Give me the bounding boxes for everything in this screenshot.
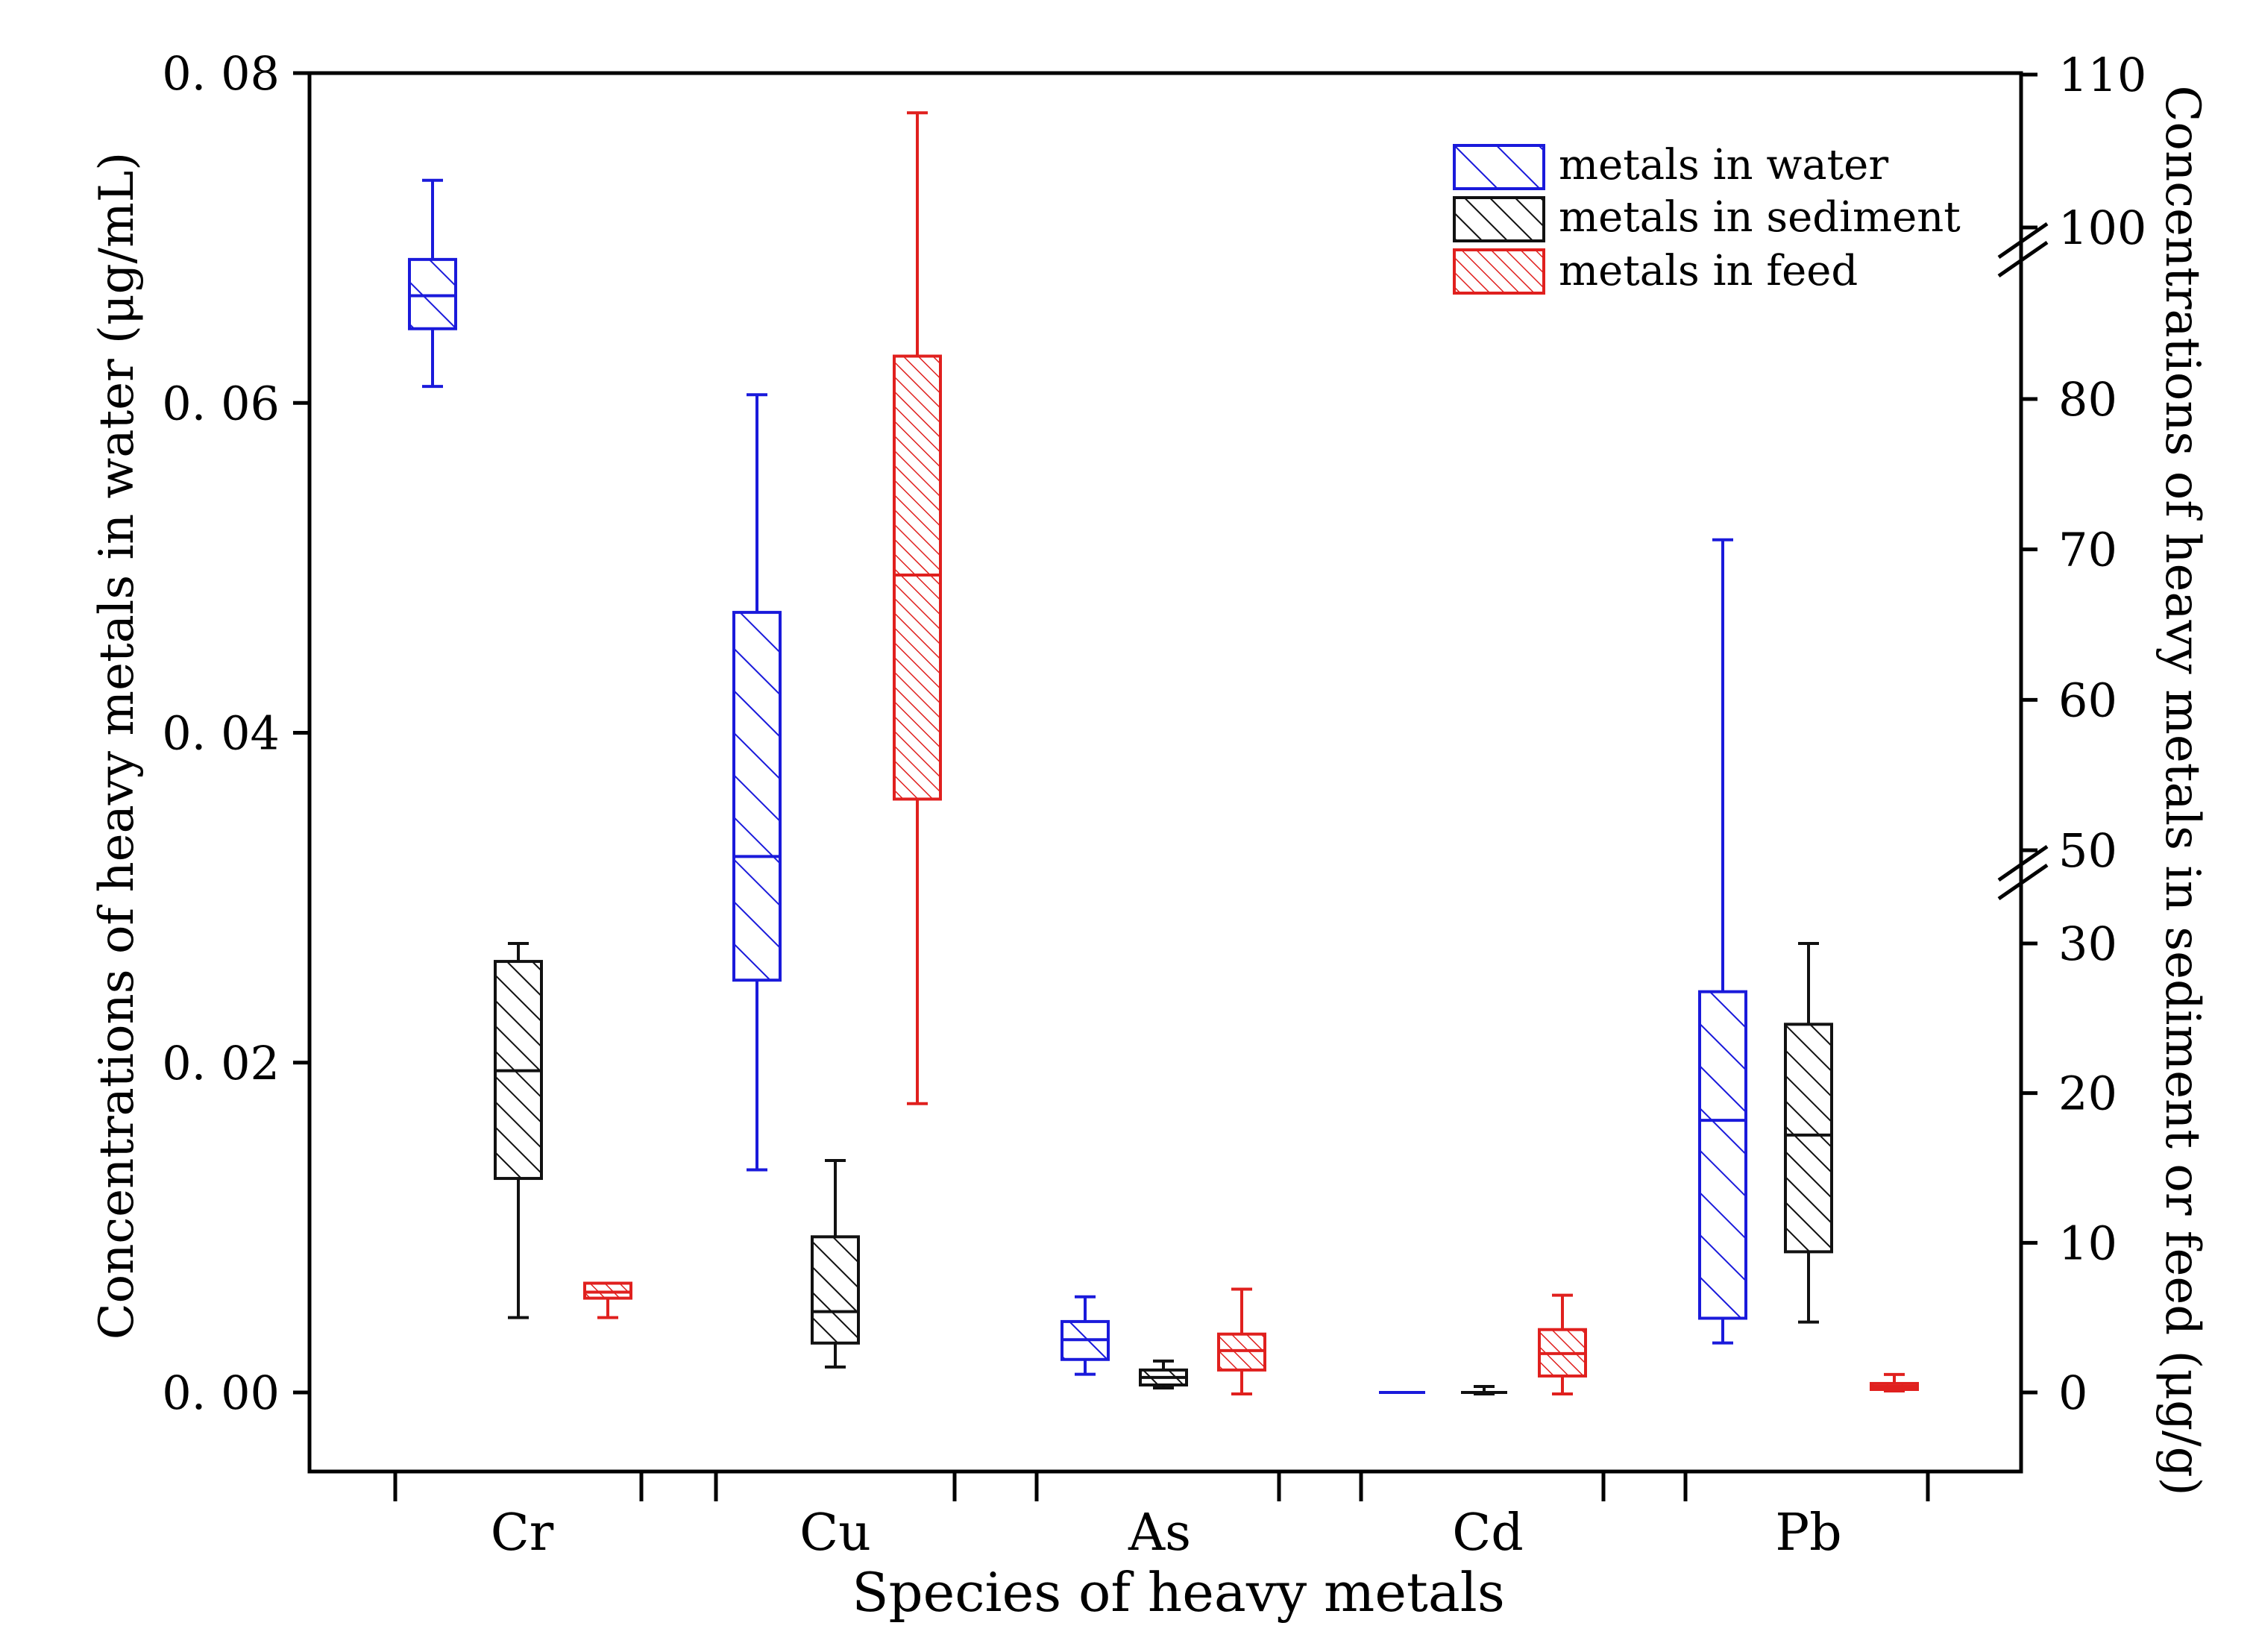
- box-sediment-cu: [811, 1158, 860, 1369]
- box-sediment-pb: [1784, 942, 1833, 1324]
- legend-swatch-water: [1453, 144, 1545, 190]
- y-right-tick-label: 20: [2058, 1067, 2117, 1121]
- legend-label-water: metals in water: [1559, 141, 1888, 189]
- y-right-tick-label: 10: [2058, 1216, 2117, 1270]
- box-water-cu: [732, 393, 782, 1172]
- box-water-cr: [408, 178, 457, 389]
- y-left-tick-label: 0. 06: [162, 376, 280, 430]
- y-right-tick-label: 70: [2058, 523, 2117, 577]
- x-axis-label: Species of heavy metals: [852, 1561, 1505, 1624]
- legend-label-feed: metals in feed: [1559, 247, 1858, 295]
- x-tick-label-pb: Pb: [1775, 1504, 1841, 1563]
- box-iqr: [732, 611, 782, 982]
- axis-break-marks: [1997, 222, 2049, 901]
- y-right-tick-label: 0: [2058, 1366, 2087, 1420]
- box-feed-pb: [1870, 1372, 1919, 1392]
- plot-frame: [307, 71, 2023, 1474]
- box-iqr: [1698, 990, 1747, 1320]
- box-sediment-cr: [494, 942, 543, 1319]
- box-feed-as: [1217, 1287, 1266, 1396]
- legend-label-sediment: metals in sediment: [1559, 193, 1961, 242]
- y-axis-left-label: Concentrations of heavy metals in water …: [89, 152, 145, 1340]
- box-series: [408, 111, 1919, 1396]
- y-right-tick-label: 110: [2058, 48, 2146, 102]
- box-sediment-as: [1139, 1359, 1188, 1389]
- x-tick-label-cu: Cu: [799, 1504, 871, 1563]
- y-right-tick-label: 30: [2058, 917, 2117, 971]
- y-left-tick-label: 0. 04: [162, 706, 280, 761]
- box-iqr: [1217, 1332, 1266, 1372]
- y-left-tick-label: 0. 00: [162, 1366, 280, 1420]
- box-iqr: [583, 1281, 632, 1300]
- box-iqr: [811, 1235, 860, 1345]
- box-feed-cu: [893, 111, 942, 1105]
- x-tick-label-cr: Cr: [491, 1504, 554, 1563]
- box-feed-cr: [583, 1281, 632, 1319]
- box-water-pb: [1698, 538, 1747, 1345]
- box-iqr: [408, 257, 457, 330]
- legend: metals in water metals in sediment metal…: [1453, 141, 1961, 295]
- y-axis-right-ticks: 0 10 20 30 50 60 70 80 100 110: [2021, 48, 2146, 1420]
- y-axis-left-ticks: 0. 00 0. 02 0. 04 0. 06 0. 08: [162, 46, 310, 1420]
- box-sediment-cd: [1461, 1384, 1507, 1396]
- y-left-tick-label: 0. 08: [162, 46, 280, 101]
- box-iqr: [1784, 1023, 1833, 1254]
- x-tick-label-cd: Cd: [1452, 1504, 1524, 1563]
- box-water-as: [1061, 1295, 1110, 1376]
- y-axis-right-label: Concentrations of heavy metals in sedime…: [2155, 85, 2210, 1495]
- y-right-tick-label: 80: [2058, 372, 2117, 427]
- y-right-tick-label: 50: [2058, 823, 2117, 878]
- x-tick-label-as: As: [1128, 1504, 1191, 1563]
- legend-swatch-feed: [1453, 248, 1545, 295]
- y-left-tick-label: 0. 02: [162, 1036, 280, 1090]
- y-right-tick-label: 100: [2058, 201, 2146, 255]
- box-feed-cd: [1538, 1293, 1587, 1396]
- legend-swatch-sediment: [1453, 196, 1545, 242]
- box-iqr: [893, 354, 942, 801]
- x-axis-ticks: Cr Cu As Cd Pb: [393, 1472, 1930, 1563]
- y-right-tick-label: 60: [2058, 673, 2117, 727]
